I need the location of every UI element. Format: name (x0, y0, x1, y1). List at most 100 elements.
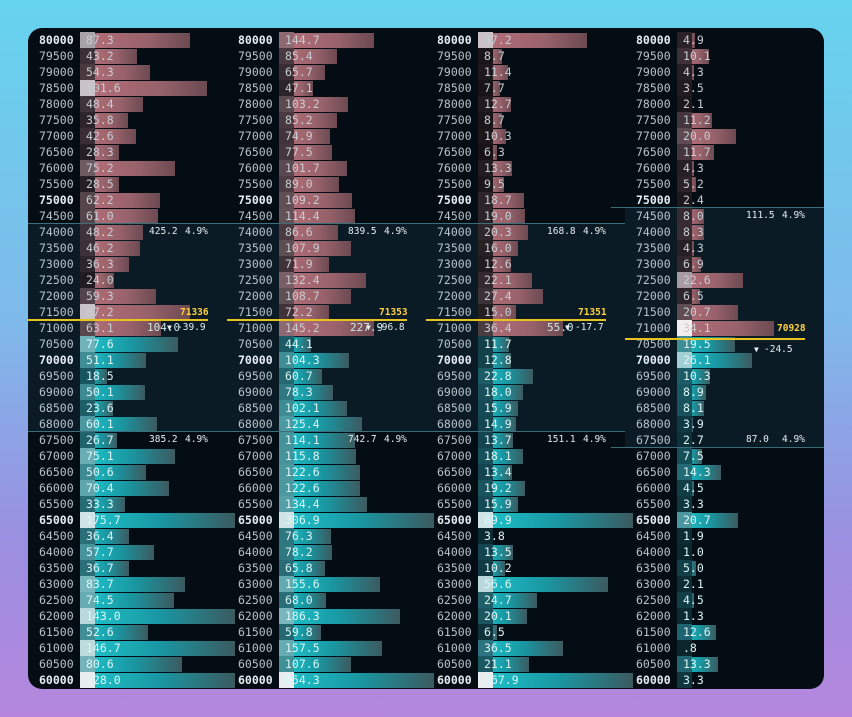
price-row[interactable]: 65000 20.7 (625, 512, 824, 528)
price-row[interactable]: 76000 75.2 (28, 160, 227, 176)
price-row[interactable]: 65000 175.7 (28, 512, 235, 528)
price-row[interactable]: 63500 10.2 (426, 560, 625, 576)
price-row[interactable]: 66000 4.5 (625, 480, 824, 496)
price-row[interactable]: 64000 13.5 (426, 544, 625, 560)
price-row[interactable]: 63500 65.8 (227, 560, 426, 576)
price-row[interactable]: 60000 528.0 (28, 672, 235, 688)
price-row[interactable]: 61500 12.6 (625, 624, 824, 640)
price-row[interactable]: 79000 65.7 (227, 64, 426, 80)
price-row[interactable]: 69000 18.0 (426, 384, 625, 400)
price-row[interactable]: 78500 7.7 (426, 80, 625, 96)
price-row[interactable]: 72000 27.4 (426, 288, 625, 304)
price-row[interactable]: 73500 46.2 (28, 240, 227, 256)
price-row[interactable]: 62500 74.5 (28, 592, 227, 608)
price-row[interactable]: 70000 26.1 (625, 352, 824, 368)
price-row[interactable]: 76000 4.3 (625, 160, 824, 176)
price-row[interactable]: 78000 48.4 (28, 96, 227, 112)
price-row[interactable]: 68000 60.1 (28, 416, 227, 432)
price-row[interactable]: 75500 28.5 (28, 176, 227, 192)
price-row[interactable]: 77000 20.0 (625, 128, 824, 144)
price-row[interactable]: 77500 85.2 (227, 112, 426, 128)
price-row[interactable]: 69500 18.5 (28, 368, 227, 384)
price-row[interactable]: 63000 2.1 (625, 576, 824, 592)
price-row[interactable]: 73000 36.3 (28, 256, 227, 272)
price-row[interactable]: 71000 36.4 (426, 320, 625, 336)
price-row[interactable]: 63500 5.0 (625, 560, 824, 576)
price-row[interactable]: 63000 56.6 (426, 576, 625, 592)
price-row[interactable]: 80000 144.7 (227, 32, 426, 48)
price-row[interactable]: 66500 13.4 (426, 464, 625, 480)
price-row[interactable]: 73000 6.9 (625, 256, 824, 272)
price-row[interactable]: 65500 33.3 (28, 496, 227, 512)
price-row[interactable]: 73500 16.0 (426, 240, 625, 256)
price-row[interactable]: 70500 77.6 (28, 336, 227, 352)
price-row[interactable]: 74000 48.2 (28, 224, 227, 240)
price-row[interactable]: 78000 12.7 (426, 96, 625, 112)
price-row[interactable]: 70000 104.3 (227, 352, 426, 368)
price-row[interactable]: 68000 14.9 (426, 416, 625, 432)
price-row[interactable]: 80000 87.3 (28, 32, 227, 48)
price-row[interactable]: 73500 107.9 (227, 240, 426, 256)
price-row[interactable]: 72500 22.6 (625, 272, 824, 288)
price-row[interactable]: 70500 19.5 (625, 336, 824, 352)
price-row[interactable]: 61000 36.5 (426, 640, 625, 656)
price-row[interactable]: 74000 8.3 (625, 224, 824, 240)
price-row[interactable]: 75000 109.2 (227, 192, 426, 208)
price-row[interactable]: 71500 20.7 (625, 304, 824, 320)
price-row[interactable]: 74500 61.0 (28, 208, 227, 224)
price-row[interactable]: 68500 15.9 (426, 400, 625, 416)
price-row[interactable]: 76500 28.3 (28, 144, 227, 160)
price-row[interactable]: 80000 4.9 (625, 32, 824, 48)
price-row[interactable]: 79000 4.3 (625, 64, 824, 80)
price-row[interactable]: 69000 50.1 (28, 384, 227, 400)
price-row[interactable]: 68500 23.6 (28, 400, 227, 416)
price-row[interactable]: 60000 167.9 (426, 672, 633, 688)
price-row[interactable]: 78500 3.5 (625, 80, 824, 96)
price-row[interactable]: 66000 70.4 (28, 480, 227, 496)
price-row[interactable]: 61500 59.8 (227, 624, 426, 640)
price-row[interactable]: 61000 .8 (625, 640, 824, 656)
price-row[interactable]: 75500 9.5 (426, 176, 625, 192)
price-row[interactable]: 62000 186.3 (227, 608, 426, 624)
price-row[interactable]: 71000 34.1 (625, 320, 824, 336)
price-row[interactable]: 67500 26.7 (28, 432, 227, 448)
price-row[interactable]: 66000 122.6 (227, 480, 426, 496)
price-row[interactable]: 78000 103.2 (227, 96, 426, 112)
price-row[interactable]: 60500 80.6 (28, 656, 227, 672)
price-row[interactable]: 61500 6.5 (426, 624, 625, 640)
price-row[interactable]: 78500 101.6 (28, 80, 227, 96)
price-row[interactable]: 77500 11.2 (625, 112, 824, 128)
price-row[interactable]: 75500 89.0 (227, 176, 426, 192)
price-row[interactable]: 61500 52.6 (28, 624, 227, 640)
price-row[interactable]: 70500 44.1 (227, 336, 426, 352)
price-row[interactable]: 73000 12.6 (426, 256, 625, 272)
price-row[interactable]: 67000 115.8 (227, 448, 426, 464)
price-row[interactable]: 73500 4.3 (625, 240, 824, 256)
price-row[interactable]: 77500 8.7 (426, 112, 625, 128)
price-row[interactable]: 66500 50.6 (28, 464, 227, 480)
price-row[interactable]: 64500 36.4 (28, 528, 227, 544)
price-row[interactable]: 76000 101.7 (227, 160, 426, 176)
price-row[interactable]: 79000 11.4 (426, 64, 625, 80)
price-row[interactable]: 67500 13.7 (426, 432, 625, 448)
price-row[interactable]: 64500 76.3 (227, 528, 426, 544)
price-row[interactable]: 71500 15.0 (426, 304, 625, 320)
price-row[interactable]: 80000 47.2 (426, 32, 625, 48)
price-row[interactable]: 74500 19.0 (426, 208, 625, 224)
price-row[interactable]: 69000 8.9 (625, 384, 824, 400)
price-row[interactable]: 62000 1.3 (625, 608, 824, 624)
price-row[interactable]: 76000 13.3 (426, 160, 625, 176)
price-row[interactable]: 65500 15.9 (426, 496, 625, 512)
price-row[interactable]: 62000 20.1 (426, 608, 625, 624)
price-row[interactable]: 79500 10.1 (625, 48, 824, 64)
price-row[interactable]: 72000 59.3 (28, 288, 227, 304)
price-row[interactable]: 60500 21.1 (426, 656, 625, 672)
price-row[interactable]: 72500 132.4 (227, 272, 426, 288)
price-row[interactable]: 79500 85.4 (227, 48, 426, 64)
price-row[interactable]: 67000 75.1 (28, 448, 227, 464)
price-row[interactable]: 79500 8.7 (426, 48, 625, 64)
price-row[interactable]: 72000 108.7 (227, 288, 426, 304)
price-row[interactable]: 63000 155.6 (227, 576, 426, 592)
price-row[interactable]: 68500 8.1 (625, 400, 824, 416)
price-row[interactable]: 76500 77.5 (227, 144, 426, 160)
